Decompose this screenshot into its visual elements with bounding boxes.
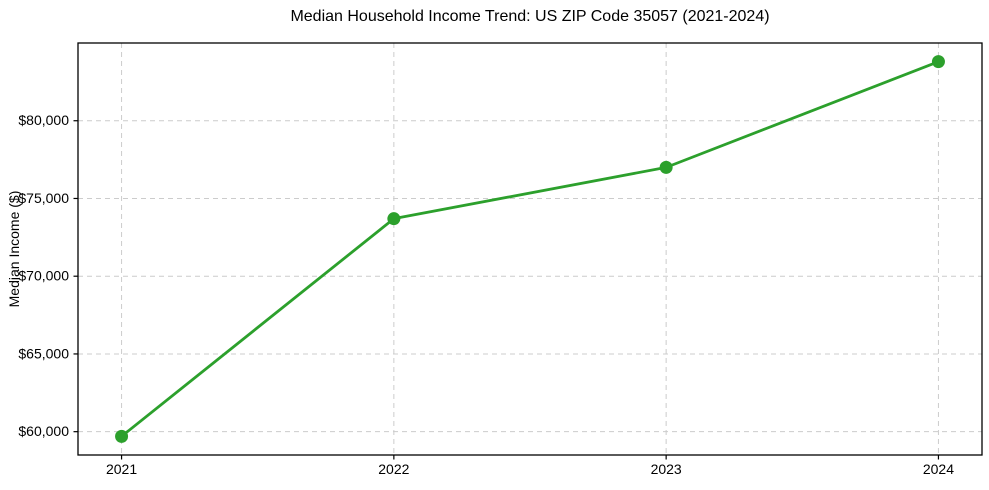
data-point-2022	[387, 212, 401, 226]
data-point-2024	[931, 55, 945, 69]
chart-title: Median Household Income Trend: US ZIP Co…	[290, 8, 770, 25]
plot-border	[77, 42, 983, 456]
y-tick-label: $65,000	[18, 345, 69, 361]
data-point-2023	[659, 160, 673, 174]
x-tick-label: 2024	[923, 461, 954, 477]
y-tick-label: $80,000	[18, 112, 69, 128]
y-tick-label: $60,000	[18, 423, 69, 439]
x-tick-label: 2021	[106, 461, 137, 477]
data-point-2021	[115, 429, 129, 443]
trend-line	[120, 60, 940, 438]
y-tick-label: $75,000	[18, 190, 69, 206]
x-tick-label: 2022	[378, 461, 409, 477]
y-tick-label: $70,000	[18, 268, 69, 284]
x-tick-label: 2023	[651, 461, 682, 477]
